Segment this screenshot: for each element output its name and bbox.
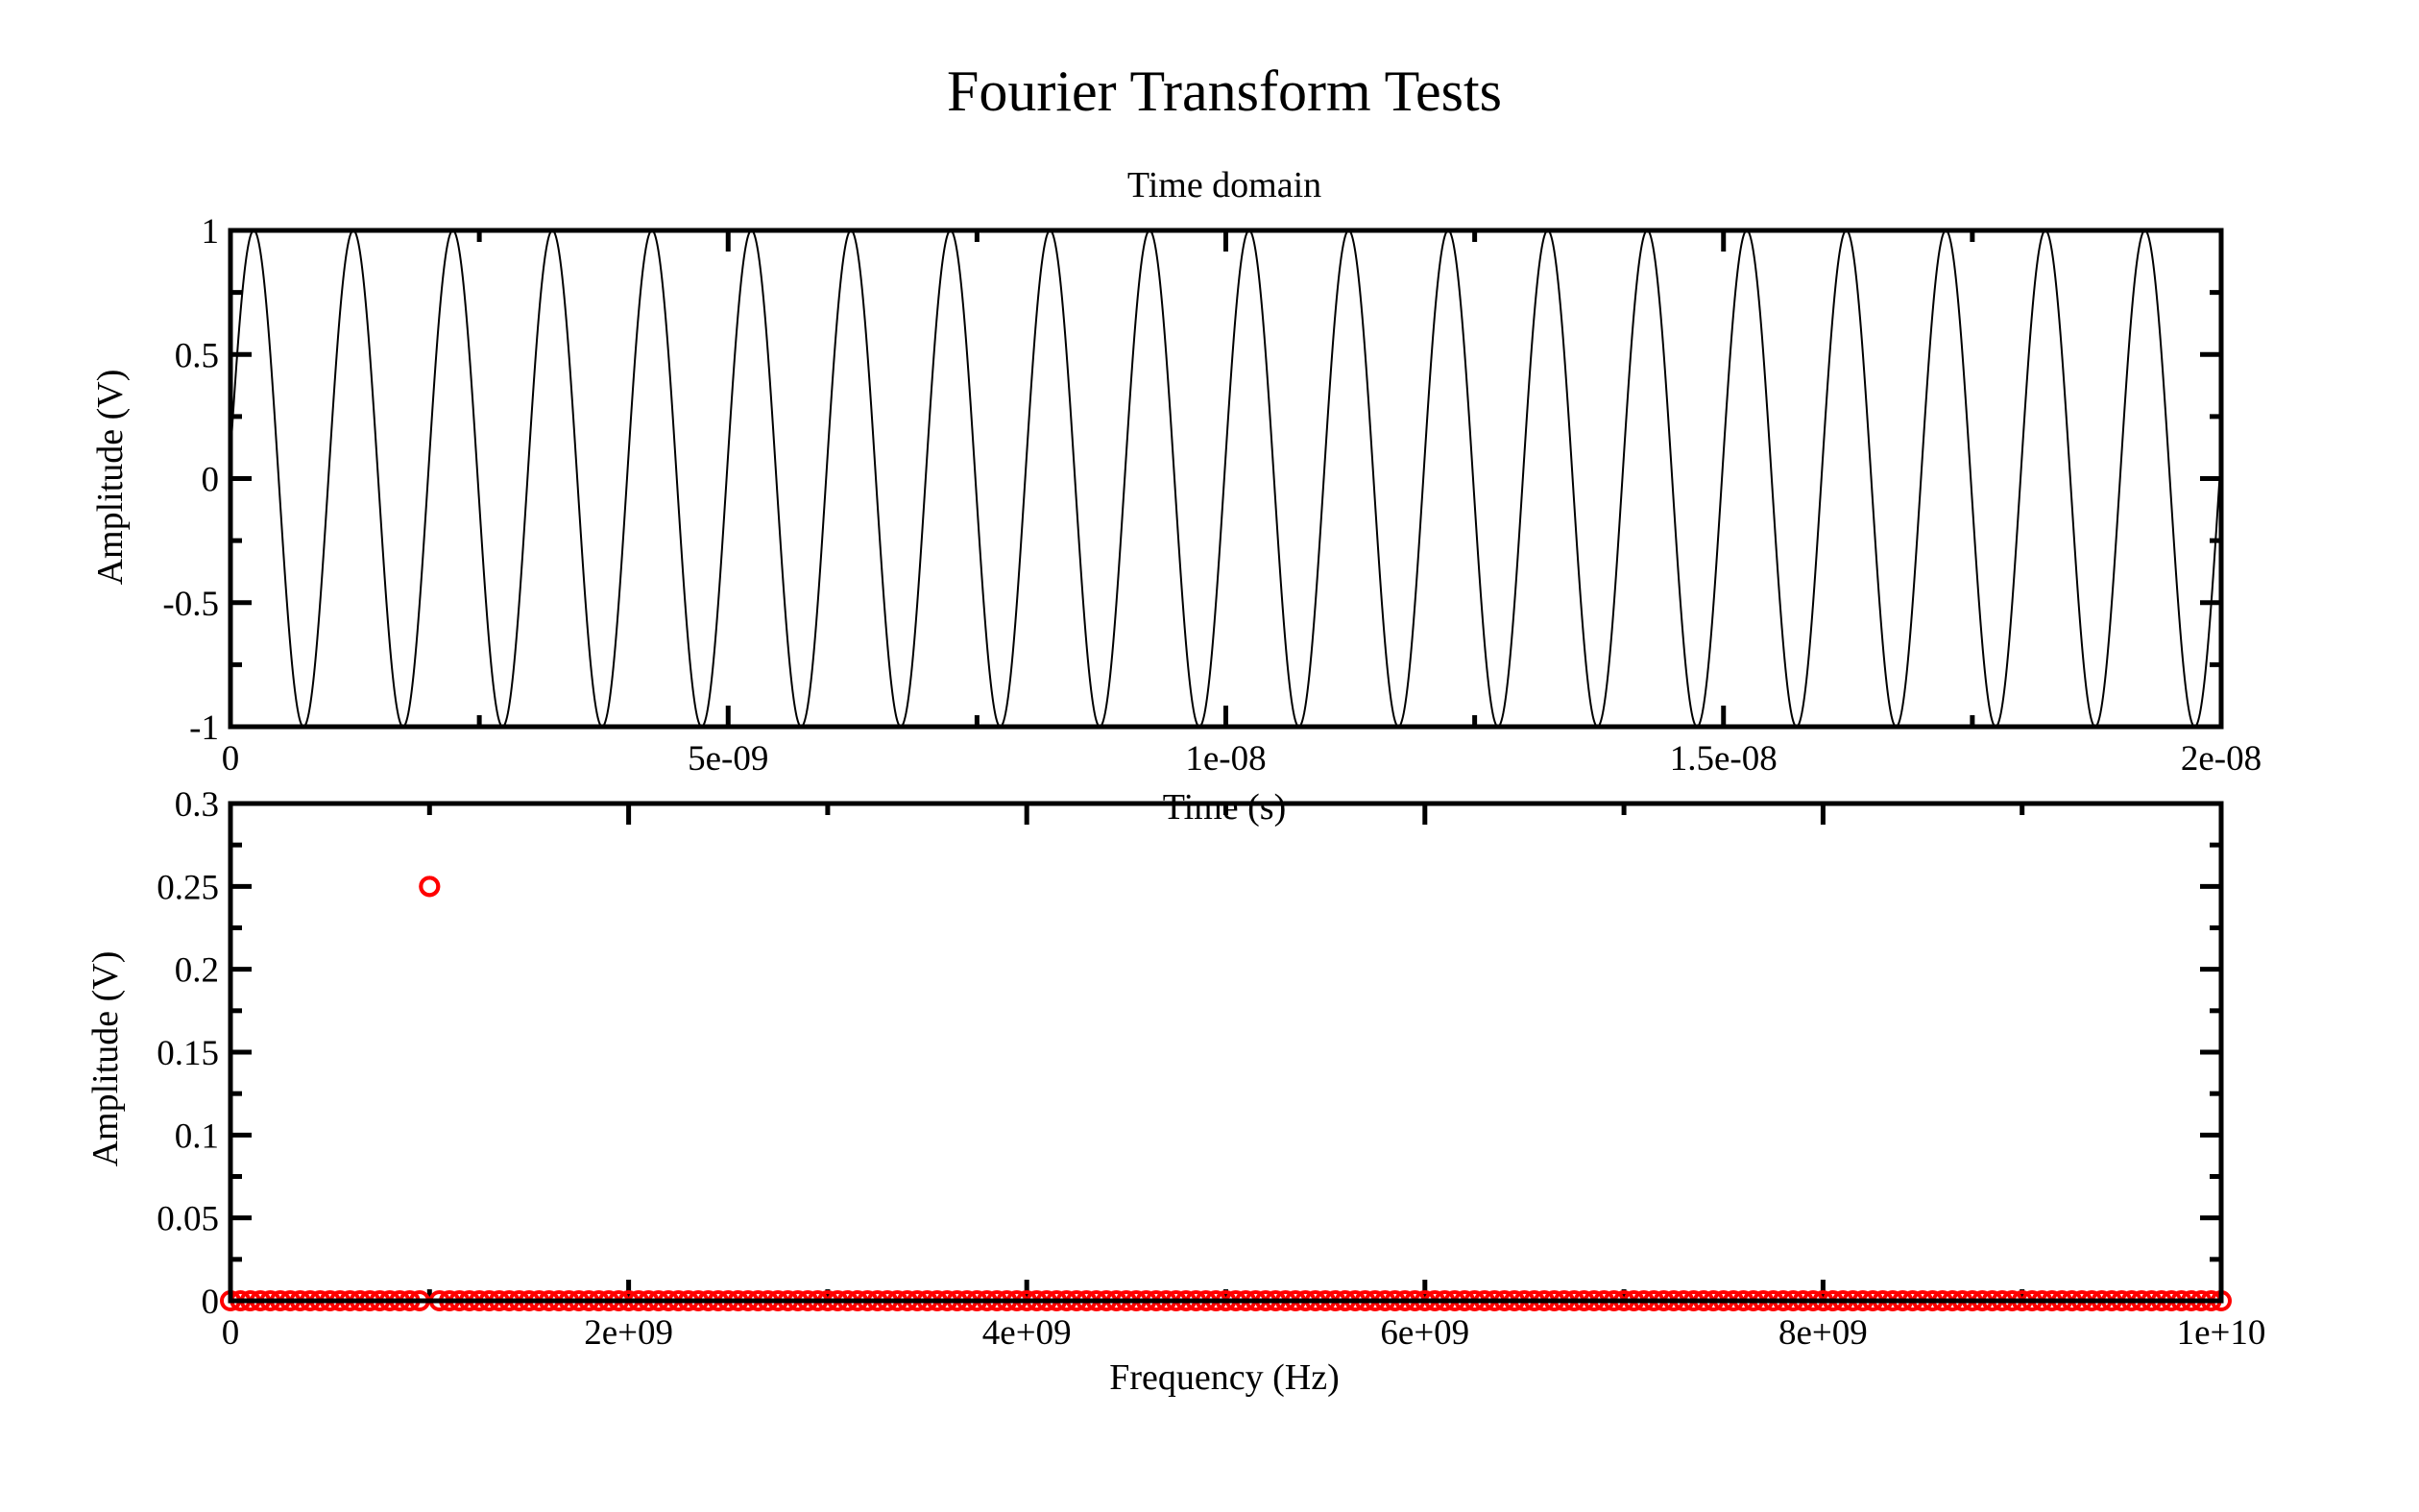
x-tick-label: 2e+09: [584, 1313, 673, 1353]
y-tick-label: 0.3: [175, 785, 219, 825]
x-tick-label: 1.5e-08: [1670, 739, 1778, 779]
time-domain-ylabel: Amplitude (V): [90, 370, 131, 586]
y-tick-label: 0.1: [175, 1116, 219, 1156]
x-tick-label: 0: [222, 1313, 240, 1353]
y-tick-label: -1: [189, 708, 219, 748]
y-tick-label: 0.15: [157, 1034, 219, 1073]
y-tick-label: 0.05: [157, 1200, 219, 1239]
time-domain-ticks: [228, 228, 2224, 730]
frequency-domain-points: [220, 876, 2232, 1311]
frequency-domain-plot-frame: [228, 801, 2224, 1304]
time-domain-chart: Time domain 0 5e-09 1e-08 1.5e-08 2e-08 -1 -0.…: [90, 165, 2262, 828]
frequency-domain-chart: 0 2e+09 4e+09 6e+09 8e+09 1e+10 0 0.05 0.1 0.15 0.…: [85, 785, 2265, 1398]
y-tick-label: 0.25: [157, 868, 219, 907]
spectrum-peak-marker: [419, 876, 441, 898]
frequency-domain-ylabel: Amplitude (V): [85, 951, 126, 1167]
frequency-domain-xlabel: Frequency (Hz): [1109, 1357, 1340, 1398]
frequency-domain-ticks: [228, 801, 2224, 1304]
x-tick-label: 5e-09: [688, 739, 768, 779]
x-tick-label: 4e+09: [982, 1313, 1072, 1353]
x-tick-label: 8e+09: [1778, 1313, 1868, 1353]
x-tick-label: 0: [222, 739, 240, 779]
x-tick-label: 2e-08: [2181, 739, 2262, 779]
y-tick-label: -0.5: [162, 585, 219, 624]
figure-title: Fourier Transform Tests: [947, 60, 1502, 123]
y-tick-label: 1: [202, 212, 220, 252]
y-tick-label: 0: [202, 461, 220, 500]
x-tick-label: 1e+10: [2177, 1313, 2266, 1353]
time-domain-title: Time domain: [1127, 165, 1321, 205]
time-domain-plot-frame: [228, 228, 2224, 730]
time-domain-signal-line: [230, 228, 2222, 729]
x-tick-label: 1e-08: [1185, 739, 1266, 779]
y-tick-label: 0: [202, 1283, 220, 1322]
frequency-domain-tick-labels: 0 2e+09 4e+09 6e+09 8e+09 1e+10 0 0.05 0.1 0.15 0.…: [157, 785, 2265, 1353]
time-domain-tick-labels: 0 5e-09 1e-08 1.5e-08 2e-08 -1 -0.5 0 0.5 1: [162, 212, 2262, 779]
y-tick-label: 0.5: [175, 336, 219, 375]
y-tick-label: 0.2: [175, 951, 219, 991]
x-tick-label: 6e+09: [1380, 1313, 1469, 1353]
